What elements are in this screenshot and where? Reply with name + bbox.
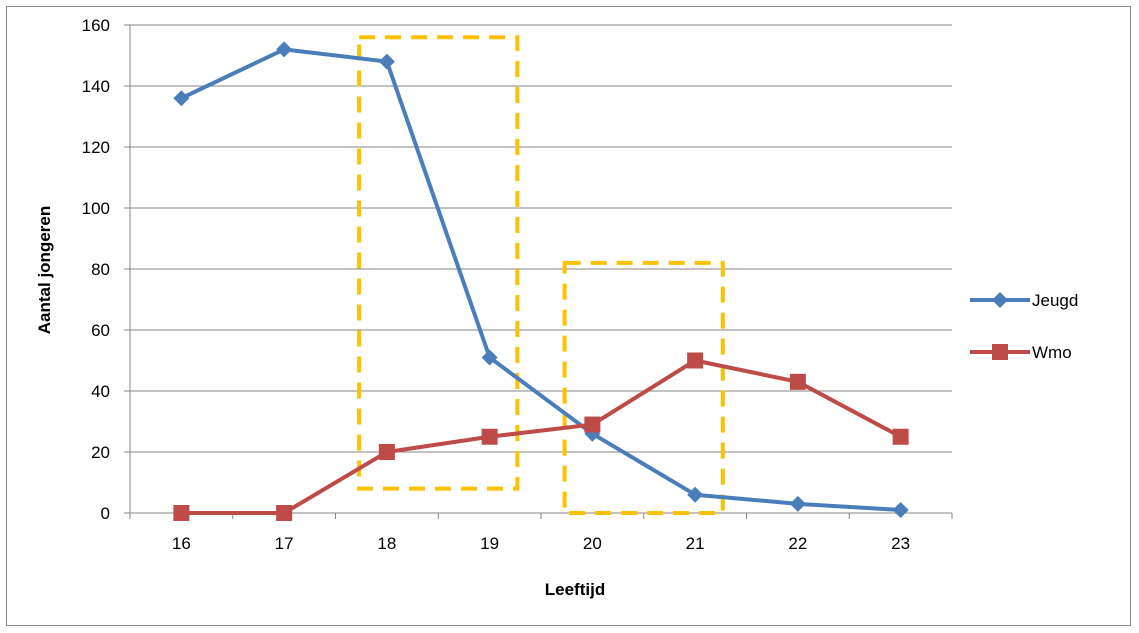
x-tick-label: 18 <box>377 534 396 553</box>
annotation-boxes <box>357 35 725 515</box>
legend: Jeugd Wmo <box>970 291 1078 362</box>
y-tick-label: 80 <box>91 260 110 279</box>
series-line-wmo <box>181 358 902 515</box>
y-tick-labels: 0 20 40 60 80 100 120 140 160 <box>82 16 110 523</box>
annotation-box-1 <box>357 35 520 491</box>
legend-item-wmo: Wmo <box>970 343 1072 362</box>
axes <box>124 24 953 519</box>
chart-frame <box>6 6 1131 626</box>
y-tick-label: 20 <box>91 443 110 462</box>
y-tick-label: 120 <box>82 138 110 157</box>
diamond-marker <box>173 90 190 107</box>
series-wmo <box>173 352 909 521</box>
diamond-marker <box>892 501 909 518</box>
square-marker <box>789 373 806 390</box>
x-tick-label: 19 <box>480 534 499 553</box>
x-tick-label: 23 <box>891 534 910 553</box>
square-marker <box>584 416 601 433</box>
diamond-marker <box>276 41 293 58</box>
legend-diamond-marker <box>992 292 1008 308</box>
diamond-marker <box>687 486 704 503</box>
legend-square-marker <box>992 344 1008 360</box>
diamond-marker <box>789 495 806 512</box>
square-marker <box>481 428 498 445</box>
square-marker <box>892 428 909 445</box>
series-line-jeugd <box>180 47 901 512</box>
y-tick-label: 40 <box>91 382 110 401</box>
legend-label: Wmo <box>1032 343 1072 362</box>
diamond-marker <box>481 349 498 366</box>
y-tick-label: 0 <box>101 504 110 523</box>
series-lines <box>173 41 909 521</box>
y-tick-label: 60 <box>91 321 110 340</box>
series-jeugd <box>173 41 909 518</box>
y-axis-title: Aantal jongeren <box>35 206 54 334</box>
legend-label: Jeugd <box>1032 291 1078 310</box>
square-marker <box>687 352 704 369</box>
gridlines <box>130 24 952 453</box>
x-tick-label: 20 <box>583 534 602 553</box>
x-tick-label: 21 <box>686 534 705 553</box>
x-tick-label: 16 <box>172 534 191 553</box>
square-marker <box>173 505 190 521</box>
legend-item-jeugd: Jeugd <box>970 291 1078 310</box>
diamond-marker <box>378 53 395 70</box>
square-marker <box>378 444 395 460</box>
annotation-box-2 <box>562 260 725 515</box>
x-tick-label: 22 <box>788 534 807 553</box>
x-axis-title: Leeftijd <box>545 580 605 599</box>
y-tick-label: 100 <box>82 199 110 218</box>
x-tick-label: 17 <box>275 534 294 553</box>
y-tick-label: 160 <box>82 16 110 35</box>
x-tick-labels: 16 17 18 19 20 21 22 23 <box>172 534 910 553</box>
square-marker <box>276 505 293 521</box>
y-tick-label: 140 <box>82 77 110 96</box>
